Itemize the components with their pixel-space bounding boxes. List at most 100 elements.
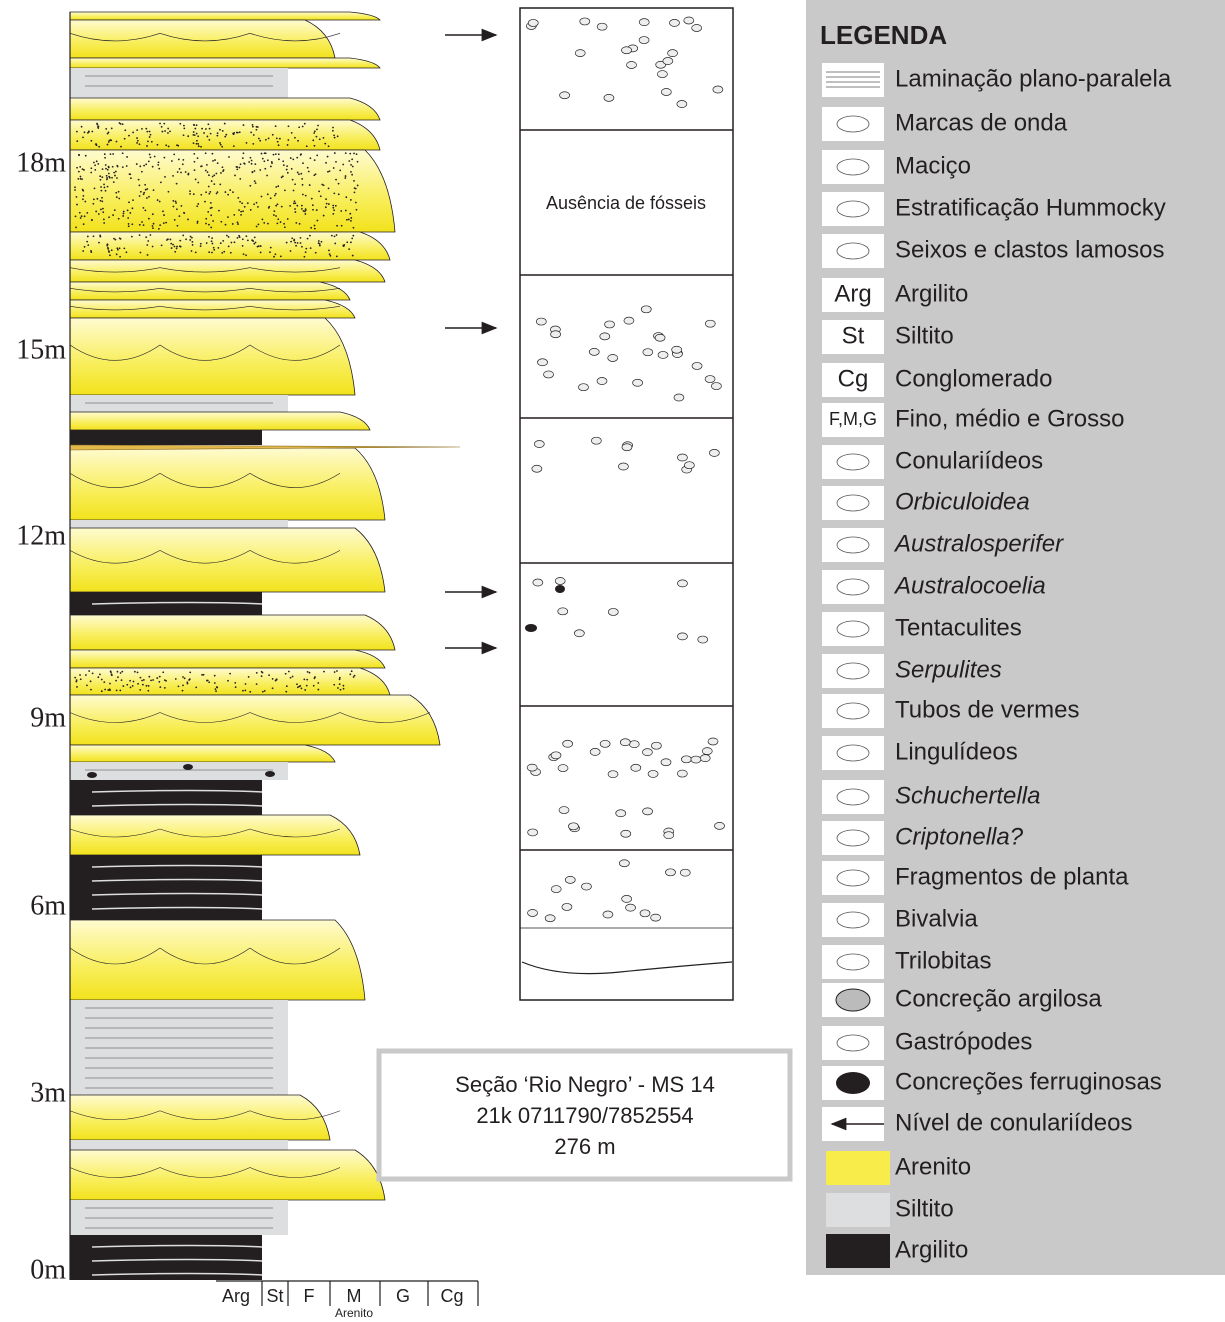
grain-dot bbox=[241, 202, 243, 204]
grain-dot bbox=[320, 195, 322, 197]
grain-dot bbox=[352, 255, 354, 257]
grain-dot bbox=[100, 209, 102, 211]
grain-dot bbox=[108, 141, 110, 143]
fossil-symbol bbox=[536, 318, 546, 325]
clay-bed bbox=[70, 430, 262, 445]
sand-bed bbox=[70, 412, 370, 430]
grain-dot bbox=[78, 171, 80, 173]
grain-dot bbox=[328, 187, 330, 189]
grain-dot bbox=[158, 228, 160, 230]
grain-dot bbox=[147, 690, 149, 692]
grain-dot bbox=[309, 235, 311, 237]
fossil-symbol bbox=[532, 465, 542, 472]
grain-dot bbox=[200, 146, 202, 148]
grain-dot bbox=[173, 206, 175, 208]
grain-dot bbox=[357, 185, 359, 187]
grain-dot bbox=[238, 167, 240, 169]
grain-dot bbox=[136, 137, 138, 139]
fossil-symbol bbox=[562, 903, 572, 910]
grain-dot bbox=[79, 212, 81, 214]
grain-dot bbox=[139, 184, 141, 186]
grain-dot bbox=[209, 191, 211, 193]
grain-dot bbox=[212, 176, 214, 178]
fossil-symbol bbox=[677, 454, 687, 461]
grain-dot bbox=[313, 132, 315, 134]
grain-label: St bbox=[266, 1286, 283, 1306]
grain-dot bbox=[208, 186, 210, 188]
grain-dot bbox=[340, 210, 342, 212]
grain-dot bbox=[289, 205, 291, 207]
grain-dot bbox=[257, 223, 259, 225]
grain-label: M bbox=[347, 1286, 362, 1306]
grain-dot bbox=[314, 228, 316, 230]
grain-dot bbox=[352, 166, 354, 168]
grain-dot bbox=[172, 175, 174, 177]
grain-dot bbox=[122, 166, 124, 168]
grain-dot bbox=[324, 143, 326, 145]
depth-label: 18m bbox=[16, 147, 66, 178]
grain-dot bbox=[304, 213, 306, 215]
fossil-symbol bbox=[608, 771, 618, 778]
legend-label: Siltito bbox=[895, 1195, 954, 1222]
silt-bed bbox=[70, 520, 288, 528]
grain-dot bbox=[145, 236, 147, 238]
grain-dot bbox=[86, 212, 88, 214]
fossil-symbol bbox=[709, 449, 719, 456]
grain-dot bbox=[102, 211, 104, 213]
grain-dot bbox=[136, 142, 138, 144]
grain-dot bbox=[288, 671, 290, 673]
grain-dot bbox=[96, 124, 98, 126]
fossil-symbol bbox=[555, 577, 565, 584]
grain-dot bbox=[136, 129, 138, 131]
grain-dot bbox=[334, 137, 336, 139]
grain-dot bbox=[228, 245, 230, 247]
grain-dot bbox=[113, 181, 115, 183]
grain-dot bbox=[256, 202, 258, 204]
grain-dot bbox=[332, 207, 334, 209]
grain-dot bbox=[247, 202, 249, 204]
grain-dot bbox=[228, 156, 230, 158]
grain-dot bbox=[99, 175, 101, 177]
section-info-line: Seção ‘Rio Negro’ - MS 14 bbox=[455, 1072, 715, 1097]
grain-dot bbox=[346, 241, 348, 243]
grain-dot bbox=[259, 169, 261, 171]
grain-dot bbox=[232, 191, 234, 193]
grain-dot bbox=[303, 678, 305, 680]
sand-bed bbox=[70, 650, 385, 668]
grain-dot bbox=[139, 195, 141, 197]
grain-dot bbox=[282, 175, 284, 177]
grain-dot bbox=[286, 242, 288, 244]
grain-dot bbox=[77, 178, 79, 180]
grain-dot bbox=[129, 173, 131, 175]
grain-dot bbox=[229, 673, 231, 675]
grain-dot bbox=[96, 198, 98, 200]
fossil-symbol bbox=[661, 759, 671, 766]
grain-dot bbox=[277, 185, 279, 187]
grain-dot bbox=[80, 678, 82, 680]
grain-dot bbox=[193, 131, 195, 133]
grain-dot bbox=[143, 192, 145, 194]
grain-dot bbox=[220, 172, 222, 174]
grain-dot bbox=[212, 243, 214, 245]
grain-dot bbox=[195, 251, 197, 253]
grain-dot bbox=[261, 675, 263, 677]
grain-dot bbox=[140, 252, 142, 254]
depth-label: 0m bbox=[30, 1254, 66, 1285]
fossil-symbol bbox=[544, 371, 554, 378]
grain-dot bbox=[328, 250, 330, 252]
grain-dot bbox=[212, 220, 214, 222]
grain-dot bbox=[304, 210, 306, 212]
grain-dot bbox=[227, 680, 229, 682]
grain-dot bbox=[272, 687, 274, 689]
grain-dot bbox=[276, 222, 278, 224]
grain-dot bbox=[244, 206, 246, 208]
grain-dot bbox=[291, 168, 293, 170]
grain-dot bbox=[187, 219, 189, 221]
grain-dot bbox=[146, 188, 148, 190]
grain-dot bbox=[119, 122, 121, 124]
fossil-symbol bbox=[622, 895, 632, 902]
fossil-symbol bbox=[705, 320, 715, 327]
grain-dot bbox=[274, 195, 276, 197]
grain-dot bbox=[84, 201, 86, 203]
grain-dot bbox=[287, 172, 289, 174]
